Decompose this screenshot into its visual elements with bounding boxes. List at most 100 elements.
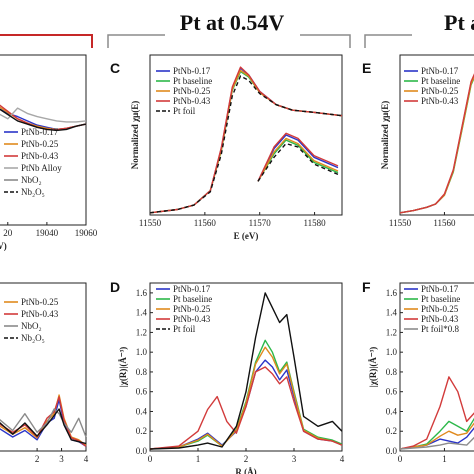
legend-label: PtNb-0.43 [173,96,211,106]
legend-label: PtNb-0.25 [173,304,211,314]
series-group [400,376,474,450]
x-axis-title: R (Å) [235,467,256,474]
bracket-center-right [300,34,351,48]
legend-label: PtNb-0.43 [173,314,211,324]
x-tick-label: 1 [196,454,201,464]
y-tick-label: 0.4 [386,406,398,416]
y-tick-label: 0.8 [386,367,398,377]
panel-D: 0 1 2 3 4 0.0 0.2 0.4 0.6 0.8 1.0 1.2 1.4 1.6 R (Å) |χ(… [110,279,345,474]
plot-frame [0,54,87,226]
legend-label: Pt baseline [421,76,460,86]
x-tick-label: 11560 [194,218,217,228]
x-tick-label: 3 [292,454,297,464]
legend-label: PtNb-0.17 [173,66,211,76]
x-tick-label: 11560 [433,218,456,228]
series-line-ptnb-0-43 [400,376,474,450]
y-tick-label: 1.4 [136,308,148,318]
series-line-pt-baseline [150,339,342,450]
x-tick-label: 19040 [36,228,59,238]
legend-label: Nb₂O₅ [21,187,45,197]
legend-label: PtNb-0.25 [173,86,211,96]
x-tick-label: 19060 [75,228,98,238]
panel-F: 0 1 0.0 0.2 0.4 0.6 0.8 1.0 1.2 1.4 1.6 |χ(R)|(Å⁻³)… [362,279,474,464]
series-line-pt-foil [150,75,342,214]
section-header-right: Pt at [444,10,474,35]
series-line-ptnb-alloy [0,107,87,123]
inset-line-pt-baseline [257,139,339,182]
legend-label: NbO₂ [21,175,42,185]
legend-label: Nb₂O₅ [21,333,45,343]
y-tick-label: 0.2 [386,426,397,436]
y-tick-label: 0.0 [136,446,148,456]
x-tick-label: 4 [84,454,89,464]
legend-label: PtNb-0.17 [421,284,459,294]
legend-label: PtNb-0.25 [421,304,459,314]
y-tick-label: 0.8 [136,367,148,377]
legend-label: Pt baseline [421,294,460,304]
bracket-right [364,34,412,48]
y-tick-label: 1.0 [386,347,398,357]
legend-label: NbO₂ [21,321,42,331]
panel-left-top: 20 19040 19060 V) PtNb-0.17 PtNb-0.25 PtNb-0.4… [0,54,98,251]
legend-label: PtNb-0.17 [173,284,211,294]
plot-frame [149,54,343,216]
x-tick-label: 11580 [303,218,326,228]
y-tick-label: 0.0 [386,446,398,456]
inset-line-ptnb-0-43 [257,132,339,182]
legend-label: PtNb-0.17 [421,66,459,76]
series-line-ptnb-0-43 [0,104,87,131]
legend-label: PtNb-0.17 [21,127,59,137]
x-tick-label: 2 [244,454,249,464]
x-tick-label: 11550 [139,218,162,228]
series-line-nb2o5 [0,408,87,445]
series-line-pt-foil-0-8 [400,436,474,450]
plot-frame [0,282,87,452]
legend-label: PtNb-0.43 [21,151,59,161]
series-group [0,104,87,132]
series-line-pt-foil [150,292,342,450]
x-tick-label: 11570 [249,218,272,228]
x-tick-label: 4 [340,454,345,464]
series-line-pt-baseline [400,417,474,450]
x-tick-label: 3 [59,454,64,464]
section-header-center: Pt at 0.54V [180,10,285,35]
y-axis-title: |χ(R)|(Å⁻³) [368,347,378,388]
y-tick-label: 0.6 [136,387,148,397]
series-line-nb2o5 [0,108,87,132]
legend-label: PtNb-0.25 [21,139,59,149]
y-tick-label: 1.0 [136,347,148,357]
series-group [150,66,342,214]
y-tick-label: 1.6 [136,288,148,298]
y-tick-label: 0.6 [386,387,398,397]
legend-label: PtNb-0.43 [421,96,459,106]
x-axis-title: V) [0,241,7,251]
legend-label: Pt foil [173,324,196,334]
bracket-center-left [107,34,165,48]
y-tick-label: 1.2 [386,327,397,337]
legend-label: Pt baseline [173,294,212,304]
series-line-ptnb-0-43 [150,366,342,450]
inset-line-pt-foil [257,142,339,182]
x-tick-label: 0 [148,454,153,464]
legend-label: Pt foil*0.8 [421,324,460,334]
panel-label: D [110,279,120,295]
legend-label: PtNb-0.25 [21,297,59,307]
y-tick-label: 0.4 [136,406,148,416]
y-tick-label: 1.2 [136,327,147,337]
legend-label: PtNb-0.25 [421,86,459,96]
series-group [0,394,87,447]
panel-label: C [110,60,120,76]
panel-label: F [362,279,371,295]
x-tick-label: 1 [442,454,447,464]
x-tick-label: 11550 [389,218,412,228]
x-tick-label: 20 [3,228,13,238]
y-tick-label: 1.6 [386,288,398,298]
series-line-ptnb-0-43 [400,73,474,214]
bracket-left-red [0,34,93,48]
y-tick-label: 0.2 [136,426,147,436]
plot-frame [399,54,474,216]
x-tick-label: 2 [35,454,40,464]
legend-label: PtNb-0.43 [21,309,59,319]
x-tick-label: 0 [398,454,403,464]
